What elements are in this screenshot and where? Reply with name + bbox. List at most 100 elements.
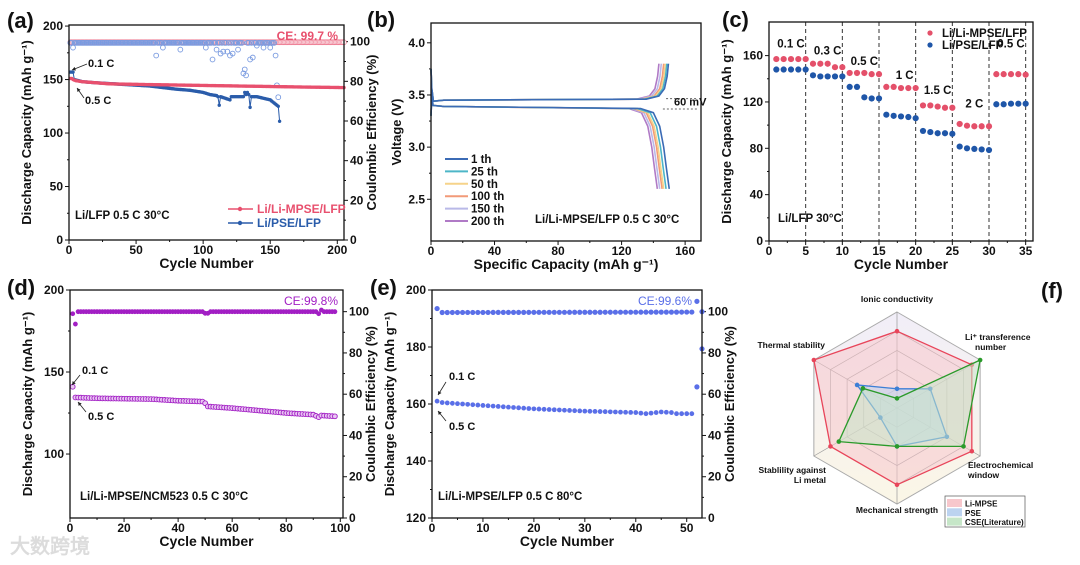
- capacity-point: [839, 64, 846, 71]
- radar-point: [860, 386, 866, 391]
- capacity-point: [679, 411, 685, 417]
- legend-label: 50 th: [471, 179, 498, 191]
- y-right-tick-label: 0: [708, 511, 715, 525]
- y-tick-label: 3.0: [408, 140, 425, 154]
- capacity-point: [684, 411, 690, 417]
- ce-point: [70, 311, 76, 317]
- ce-point: [332, 309, 338, 315]
- capacity-point: [506, 404, 511, 410]
- x-tick-label: 80: [280, 521, 294, 535]
- ce-point: [561, 309, 568, 315]
- ce-point-pse: [219, 40, 225, 46]
- radar-point: [969, 448, 975, 454]
- panel-b: (b) 0 40 80 120 160 2.5 3.0 3.5 4.0 Specific Capac…: [367, 7, 707, 272]
- capacity-point: [1000, 101, 1007, 108]
- ce-point: [531, 309, 537, 315]
- capacity-point-pse: [276, 104, 280, 108]
- capacity-point: [556, 407, 562, 413]
- y-right-tick-label: 80: [708, 346, 722, 360]
- ce-point-pse: [70, 44, 76, 51]
- x-axis-title: Cycle Number: [854, 256, 949, 272]
- capacity-point-pse: [217, 103, 221, 107]
- capacity-point: [541, 406, 547, 412]
- arrow-head-icon: [72, 66, 76, 71]
- capacity-point: [919, 127, 927, 135]
- capacity-point: [638, 410, 644, 416]
- y-right-tick-label: 80: [349, 346, 363, 360]
- ce-point-pse: [249, 54, 256, 61]
- capacity-point: [434, 398, 440, 404]
- ce-point-pse: [271, 40, 278, 46]
- capacity-point: [978, 123, 985, 130]
- radar-point: [894, 396, 900, 401]
- x-tick-label: 0: [66, 243, 73, 257]
- x-tick-label: 40: [629, 521, 643, 535]
- ce-point: [582, 309, 588, 315]
- capacity-point: [809, 60, 817, 67]
- capacity-point: [985, 146, 993, 154]
- x-axis-title: Specific Capacity (mAh g⁻¹): [474, 256, 659, 272]
- capacity-point-pse: [216, 94, 220, 99]
- y-axis-title: Discharge Capacity (mAh g⁻¹): [719, 39, 734, 224]
- ce-point: [556, 309, 562, 315]
- capacity-point: [546, 407, 552, 412]
- radar-axis-label: Thermal stability: [757, 340, 825, 350]
- capacity-point: [689, 411, 695, 417]
- ce-annotation: CE:99.8%: [284, 294, 338, 308]
- y-axis-title: Discharge Capacity (mAh g⁻¹): [20, 312, 35, 497]
- y-tick-label: 0: [56, 233, 63, 247]
- capacity-point: [465, 401, 471, 407]
- x-tick-label: 100: [193, 243, 213, 257]
- y-tick-label: 2.5: [408, 192, 425, 206]
- ce-point: [572, 309, 578, 315]
- ce-point-pse: [252, 40, 259, 46]
- plot-frame: [68, 24, 345, 241]
- plot-frame: [69, 289, 344, 519]
- capacity-point: [861, 69, 868, 77]
- capacity-point: [846, 69, 853, 77]
- ce-point: [454, 309, 461, 316]
- label-line: Li⁺ transference: [965, 332, 1031, 342]
- capacity-point: [470, 402, 476, 408]
- legend-label: 1 th: [471, 154, 491, 166]
- rate-label: 0.5 C: [851, 56, 879, 68]
- ce-point: [658, 309, 664, 315]
- capacity-point: [618, 409, 623, 415]
- capacity-point: [521, 405, 527, 411]
- ce-point: [602, 309, 608, 315]
- y-right-tick-label: 100: [350, 35, 370, 49]
- y-tick-label: 160: [406, 397, 426, 411]
- ce-point-pse: [208, 40, 215, 46]
- ce-point-pse: [267, 44, 274, 51]
- polarization-annotation: 60 mV: [674, 96, 707, 108]
- y-right-tick-label: 0: [349, 511, 356, 525]
- capacity-point: [500, 404, 506, 410]
- y-right-tick-label: 20: [350, 193, 364, 207]
- x-tick-label: 60: [225, 521, 239, 535]
- rate-label: 0.3 C: [814, 45, 842, 57]
- plot-frame: [431, 289, 703, 519]
- capacity-point: [853, 69, 861, 77]
- legend-swatch: [947, 499, 962, 507]
- capacity-point: [663, 409, 669, 415]
- y-right-tick-label: 60: [708, 387, 722, 401]
- radar-point: [894, 328, 900, 334]
- capacity-point: [956, 120, 963, 128]
- capacity-point: [971, 145, 978, 152]
- rate-annotation: 0.5 C: [85, 95, 111, 107]
- legend-label: 200 th: [471, 216, 504, 228]
- x-tick-label: 30: [578, 521, 592, 535]
- ce-point: [684, 309, 690, 315]
- capacity-point: [927, 128, 934, 136]
- legend-label: Li/Li-MPSE/LFP: [942, 28, 1027, 40]
- ce-point-pse: [228, 40, 235, 46]
- legend-label: PSE: [965, 509, 982, 518]
- capacity-point: [562, 407, 567, 413]
- ce-point: [449, 309, 455, 316]
- capacity-point: [919, 102, 927, 109]
- arrow-head-icon: [77, 88, 81, 92]
- y-tick-label: 4.0: [408, 36, 425, 50]
- watermark: 大数跨境: [10, 534, 90, 558]
